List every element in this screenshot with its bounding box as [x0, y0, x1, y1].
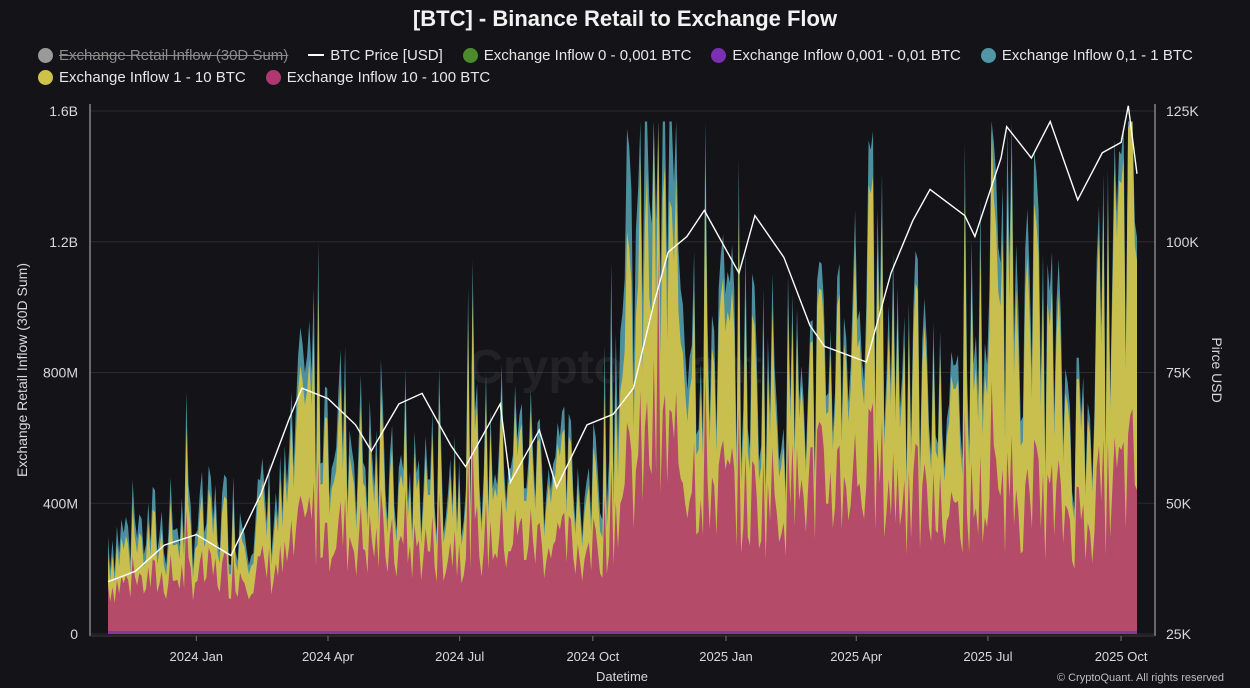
legend-dot-icon: [980, 47, 996, 63]
right-tick-label: 25K: [1166, 626, 1192, 642]
legend-label: BTC Price [USD]: [330, 46, 443, 64]
left-axis-ticks: 0 400M 800M 1.2B 1.6B: [43, 103, 78, 642]
x-tick-label: 2024 Oct: [566, 649, 619, 664]
legend-item-inflow-01-1[interactable]: Exchange Inflow 0,1 - 1 BTC: [980, 46, 1193, 64]
legend-label: Exchange Inflow 10 - 100 BTC: [286, 68, 491, 86]
left-axis-title: Exchange Retail Inflow (30D Sum): [14, 263, 30, 477]
legend-line-icon: [308, 54, 325, 56]
right-axis-ticks: 25K 50K 75K 100K 125K: [1166, 103, 1199, 642]
x-tick-label: 2025 Jul: [963, 649, 1012, 664]
chart-legend: Exchange Retail Inflow (30D Sum) BTC Pri…: [38, 44, 1228, 88]
x-tick-label: 2025 Jan: [699, 649, 753, 664]
legend-dot-icon: [38, 69, 53, 85]
legend-item-retail-inflow[interactable]: Exchange Retail Inflow (30D Sum): [38, 47, 288, 64]
left-tick-label: 800M: [43, 365, 78, 381]
area-series: [108, 121, 1137, 634]
legend-label: Exchange Inflow 0,1 - 1 BTC: [1001, 46, 1193, 64]
x-tick-label: 2024 Apr: [302, 649, 355, 664]
x-axis-title: Datetime: [596, 669, 648, 684]
x-axis-ticks: 2024 Jan 2024 Apr 2024 Jul 2024 Oct 2025 Jan…: [170, 636, 1148, 664]
legend-item-inflow-10-100[interactable]: Exchange Inflow 10 - 100 BTC: [265, 68, 491, 86]
legend-label: Exchange Inflow 1 - 10 BTC: [59, 68, 246, 86]
right-tick-label: 125K: [1166, 103, 1199, 119]
x-tick-label: 2025 Oct: [1095, 649, 1148, 664]
legend-item-inflow-0001-001[interactable]: Exchange Inflow 0,001 - 0,01 BTC: [711, 46, 961, 64]
left-tick-label: 1.6B: [49, 103, 78, 119]
right-tick-label: 50K: [1166, 495, 1192, 511]
legend-item-inflow-0-0001[interactable]: Exchange Inflow 0 - 0,001 BTC: [462, 46, 692, 64]
legend-label: Exchange Retail Inflow (30D Sum): [59, 46, 289, 64]
btc-price-line: [107, 105, 1138, 583]
legend-item-inflow-1-10[interactable]: Exchange Inflow 1 - 10 BTC: [38, 69, 246, 86]
area-exchange-inflow-10-100-btc: [108, 253, 1137, 634]
x-tick-label: 2024 Jul: [435, 649, 484, 664]
x-tick-label: 2025 Apr: [830, 649, 883, 664]
legend-label: Exchange Inflow 0 - 0,001 BTC: [483, 46, 692, 64]
legend-dot-icon: [711, 47, 727, 63]
legend-label: Exchange Inflow 0,001 - 0,01 BTC: [732, 46, 961, 64]
area-exchange-inflow-0-001-0-01-btc: [108, 631, 1137, 634]
right-tick-label: 75K: [1166, 365, 1192, 381]
legend-dot-icon: [38, 47, 53, 63]
copyright-text: © CryptoQuant. All rights reserved: [1057, 672, 1224, 684]
x-tick-label: 2024 Jan: [170, 649, 224, 664]
left-tick-label: 0: [70, 626, 78, 642]
legend-row-1: Exchange Retail Inflow (30D Sum) BTC Pri…: [38, 44, 1228, 66]
left-tick-label: 1.2B: [49, 234, 78, 250]
legend-row-2: Exchange Inflow 1 - 10 BTC Exchange Infl…: [38, 66, 1228, 88]
chart-title: [BTC] - Binance Retail to Exchange Flow: [412, 6, 838, 31]
right-axis-title: Pirce USD: [1209, 337, 1225, 402]
left-tick-label: 400M: [43, 495, 78, 511]
legend-dot-icon: [265, 69, 281, 85]
right-tick-label: 100K: [1166, 234, 1199, 250]
price-series: [107, 105, 1138, 583]
legend-dot-icon: [462, 47, 478, 63]
legend-item-btc-price[interactable]: BTC Price [USD]: [308, 47, 443, 64]
